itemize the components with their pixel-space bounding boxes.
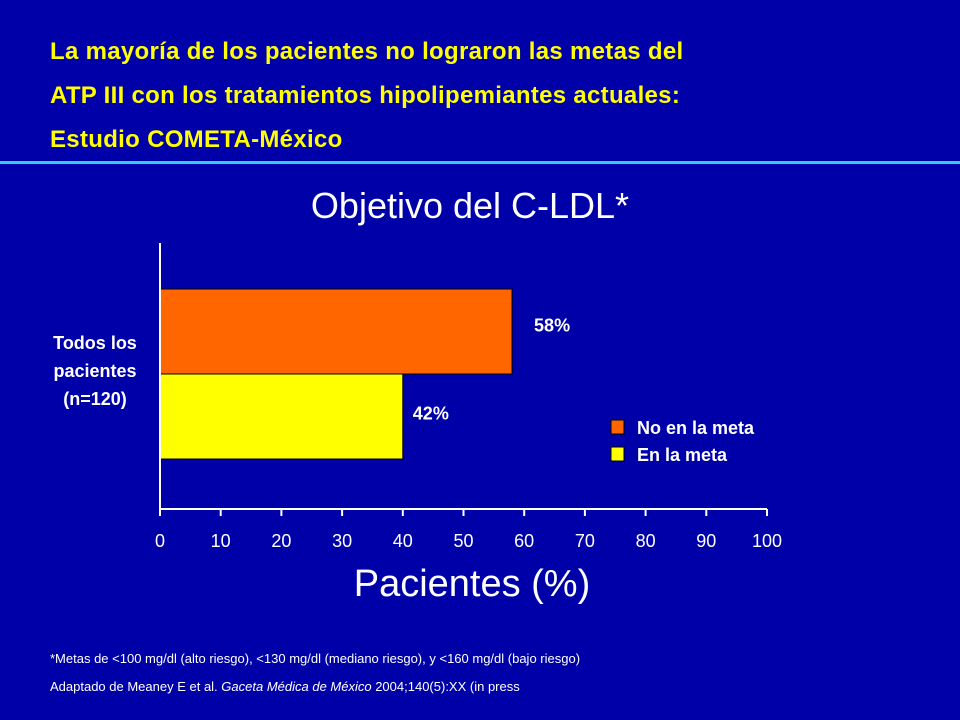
legend-label: En la meta <box>637 445 728 465</box>
x-tick-label: 40 <box>393 531 413 551</box>
bar-no-en-la-meta <box>159 288 513 375</box>
title-divider <box>0 161 960 164</box>
legend-swatch <box>610 446 625 462</box>
x-tick-label: 10 <box>211 531 231 551</box>
data-label-no-en-la-meta: 58% <box>534 316 570 336</box>
category-label-line: (n=120) <box>63 389 127 409</box>
x-axis-title: Pacientes (%) <box>354 563 591 605</box>
reference-journal: Gaceta Médica de México <box>221 679 372 694</box>
reference-prefix: Adaptado de Meaney E et al. <box>50 679 222 694</box>
data-label-en-la-meta: 42% <box>413 404 449 424</box>
bar-en-la-meta <box>159 373 404 460</box>
x-tick-label: 90 <box>696 531 716 551</box>
category-label-line: Todos los <box>53 333 137 353</box>
x-tick-label: 60 <box>514 531 534 551</box>
category-label-line: pacientes <box>53 361 136 381</box>
x-tick-label: 50 <box>453 531 473 551</box>
slide-title-line-1: La mayoría de los pacientes no lograron … <box>50 38 684 65</box>
x-tick-label: 70 <box>575 531 595 551</box>
bar-chart: Objetivo del C-LDL* 58% 42% 0 10 20 30 40 50 60 7… <box>53 185 782 605</box>
x-tick-label: 0 <box>155 531 165 551</box>
x-tick-label: 30 <box>332 531 352 551</box>
legend-label: No en la meta <box>637 418 755 438</box>
reference-suffix: 2004;140(5):XX (in press <box>371 679 520 694</box>
footnote: *Metas de <100 mg/dl (alto riesgo), <130… <box>50 651 581 666</box>
slide-title-line-2: ATP III con los tratamientos hipolipemia… <box>50 82 681 109</box>
x-tick-label: 100 <box>752 531 782 551</box>
slide-title: La mayoría de los pacientes no lograron … <box>50 30 930 162</box>
x-tick-label: 80 <box>636 531 656 551</box>
legend-swatch <box>610 419 625 435</box>
x-tick-label: 20 <box>271 531 291 551</box>
chart-title: Objetivo del C-LDL* <box>311 185 629 226</box>
slide-title-line-3: Estudio COMETA-México <box>50 126 343 153</box>
reference-citation: Adaptado de Meaney E et al. Gaceta Médic… <box>50 679 520 694</box>
